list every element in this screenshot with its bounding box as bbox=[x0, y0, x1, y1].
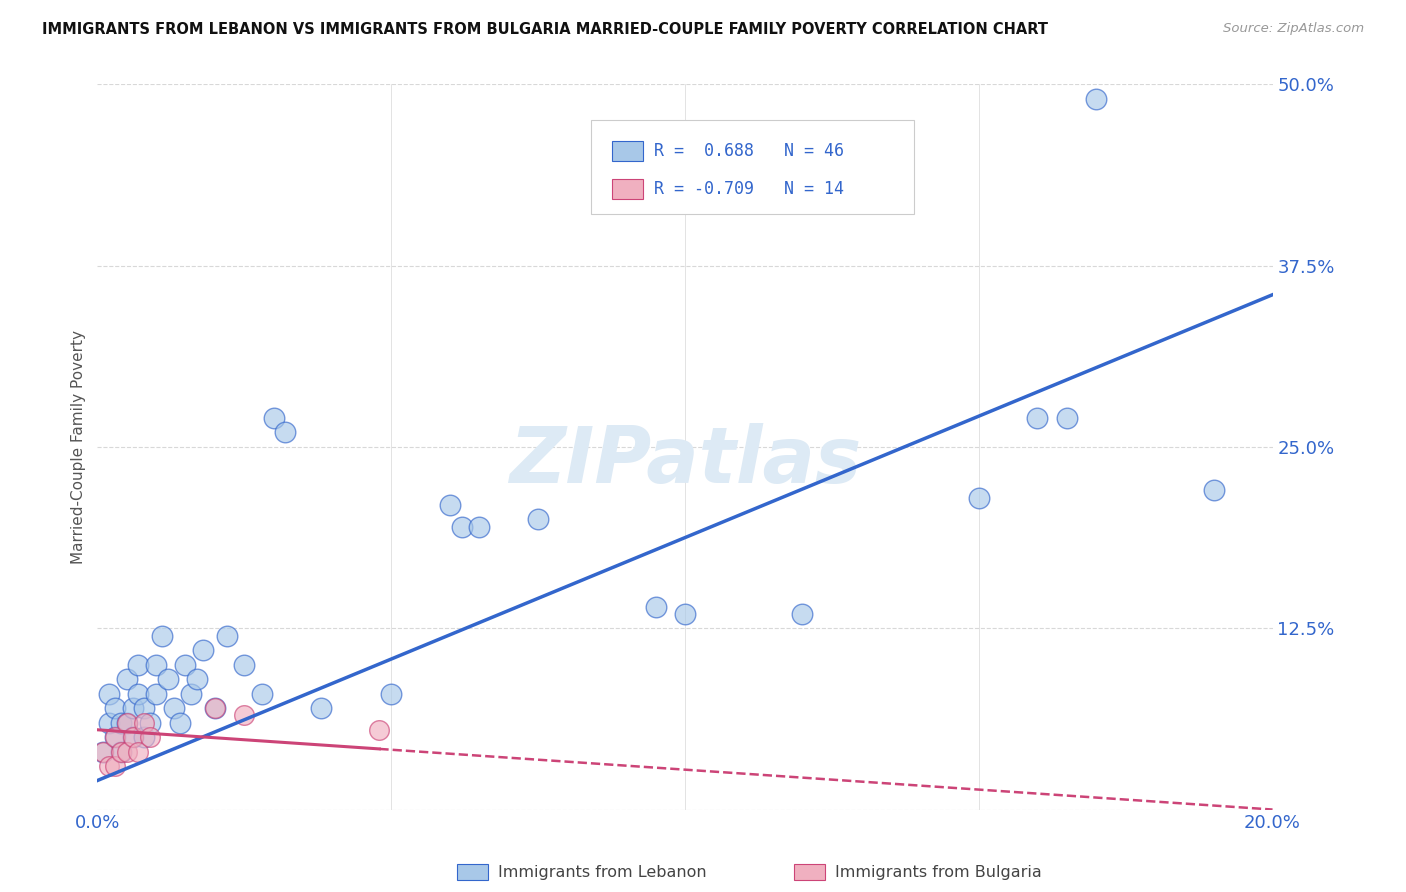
Point bbox=[380, 686, 402, 700]
Point bbox=[450, 520, 472, 534]
Point bbox=[121, 701, 143, 715]
Point bbox=[233, 657, 256, 672]
Point bbox=[163, 701, 186, 715]
Text: R = -0.709   N = 14: R = -0.709 N = 14 bbox=[654, 180, 844, 198]
Point bbox=[127, 686, 149, 700]
Point bbox=[134, 701, 156, 715]
Point bbox=[98, 715, 121, 730]
Point bbox=[792, 607, 814, 621]
Point bbox=[967, 491, 990, 505]
Text: R =  0.688   N = 46: R = 0.688 N = 46 bbox=[654, 142, 844, 160]
Point bbox=[180, 686, 202, 700]
Point bbox=[368, 723, 391, 737]
Point bbox=[527, 512, 550, 526]
Y-axis label: Married-Couple Family Poverty: Married-Couple Family Poverty bbox=[72, 330, 86, 564]
Point bbox=[309, 701, 332, 715]
Point bbox=[186, 672, 208, 686]
Point bbox=[134, 715, 156, 730]
Point bbox=[104, 730, 127, 744]
Text: Immigrants from Lebanon: Immigrants from Lebanon bbox=[498, 865, 706, 880]
Point bbox=[139, 715, 162, 730]
Point bbox=[121, 730, 143, 744]
Point bbox=[174, 657, 197, 672]
Point bbox=[191, 643, 214, 657]
Point bbox=[91, 745, 114, 759]
Text: IMMIGRANTS FROM LEBANON VS IMMIGRANTS FROM BULGARIA MARRIED-COUPLE FAMILY POVERT: IMMIGRANTS FROM LEBANON VS IMMIGRANTS FR… bbox=[42, 22, 1049, 37]
Point bbox=[150, 628, 173, 642]
Point bbox=[110, 745, 132, 759]
Point bbox=[156, 672, 179, 686]
Point bbox=[98, 686, 121, 700]
Text: Immigrants from Bulgaria: Immigrants from Bulgaria bbox=[835, 865, 1042, 880]
Point bbox=[115, 715, 138, 730]
Point bbox=[439, 498, 461, 512]
Point bbox=[145, 686, 167, 700]
Point bbox=[127, 657, 149, 672]
Point bbox=[139, 730, 162, 744]
Point bbox=[127, 745, 149, 759]
Point bbox=[204, 701, 226, 715]
Point bbox=[250, 686, 273, 700]
Point bbox=[215, 628, 238, 642]
Text: Source: ZipAtlas.com: Source: ZipAtlas.com bbox=[1223, 22, 1364, 36]
Point bbox=[104, 730, 127, 744]
Point bbox=[1056, 411, 1078, 425]
Point bbox=[104, 759, 127, 773]
Point bbox=[1026, 411, 1049, 425]
Point bbox=[1085, 92, 1108, 106]
Point bbox=[468, 520, 491, 534]
Point bbox=[110, 745, 132, 759]
Text: ZIPatlas: ZIPatlas bbox=[509, 424, 860, 500]
Point bbox=[1202, 483, 1225, 498]
Point bbox=[233, 708, 256, 723]
Point bbox=[115, 715, 138, 730]
Point bbox=[104, 701, 127, 715]
Point bbox=[91, 745, 114, 759]
Point bbox=[263, 411, 285, 425]
Point bbox=[134, 730, 156, 744]
Point bbox=[204, 701, 226, 715]
Point bbox=[121, 730, 143, 744]
Point bbox=[169, 715, 191, 730]
Point bbox=[110, 715, 132, 730]
Point bbox=[115, 672, 138, 686]
Point bbox=[644, 599, 666, 614]
Point bbox=[673, 607, 696, 621]
Point bbox=[274, 425, 297, 440]
Point bbox=[115, 745, 138, 759]
Point bbox=[145, 657, 167, 672]
Point bbox=[98, 759, 121, 773]
